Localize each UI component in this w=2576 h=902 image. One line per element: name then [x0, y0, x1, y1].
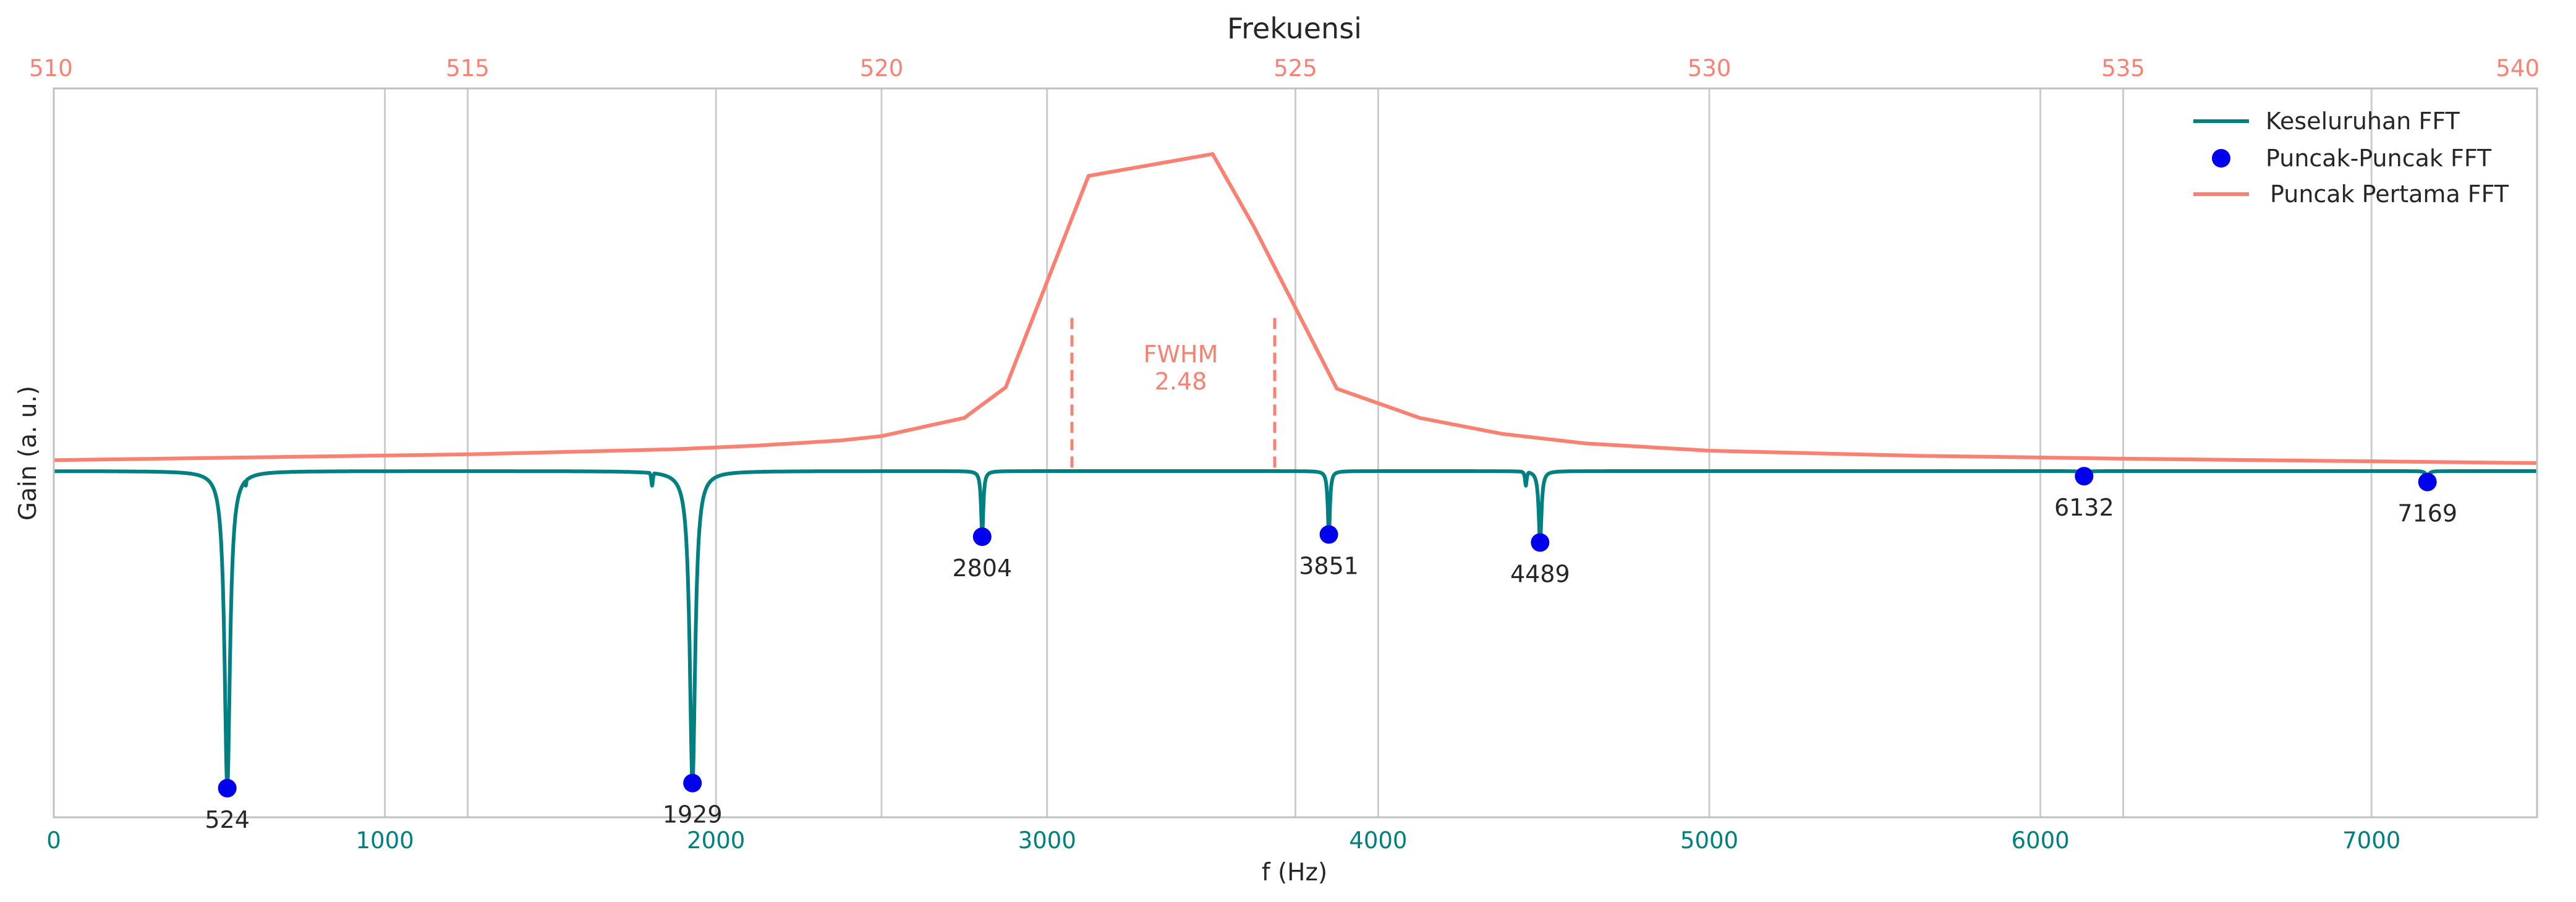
x-tick-label: 1000	[356, 827, 414, 854]
peak-value-label: 2804	[952, 555, 1012, 582]
peak-labels: 524 1929 2804 3851 4489 6132 7169	[205, 494, 2457, 833]
peak-value-label: 6132	[2054, 494, 2114, 521]
legend: Keseluruhan FFT Puncak-Puncak FFT Puncak…	[2193, 108, 2509, 208]
x-tick-label: 6000	[2012, 827, 2070, 854]
x-tick-label: 3000	[1018, 827, 1076, 854]
peak-value-label: 7169	[2397, 500, 2457, 527]
legend-label-peaks: Puncak-Puncak FFT	[2266, 145, 2492, 172]
top-tick-label: 510	[29, 55, 73, 82]
plot-frame	[53, 87, 2538, 819]
series-layer	[52, 152, 2539, 798]
fwhm-label: FWHM	[1144, 341, 1218, 368]
peak-marker	[2075, 467, 2094, 486]
peak-marker	[218, 778, 237, 798]
bottom-axis-ticks: 0 1000 2000 3000 4000 5000 6000 7000	[46, 827, 2400, 854]
x-axis-title: f (Hz)	[1262, 859, 1327, 887]
peak-marker	[683, 773, 702, 793]
top-axis-ticks: 510 515 520 525 530 535 540	[29, 55, 2540, 82]
top-tick-label: 515	[446, 55, 490, 82]
peak-value-label: 4489	[1510, 561, 1570, 588]
top-tick-label: 540	[2496, 55, 2540, 82]
peak-marker	[1531, 533, 1550, 552]
fwhm-value: 2.48	[1155, 368, 1207, 395]
peak-value-label: 524	[205, 806, 250, 833]
top-axis-grid-lines	[53, 88, 2538, 817]
x-tick-label: 0	[46, 827, 61, 854]
fwhm-annotation: FWHM 2.48	[1070, 318, 1277, 471]
grid-lines	[53, 88, 2373, 817]
peak-marker	[972, 527, 992, 547]
first-peak-line	[53, 152, 2538, 465]
top-tick-label: 520	[860, 55, 904, 82]
legend-label-overall: Keseluruhan FFT	[2266, 108, 2460, 135]
top-axis-title: Frekuensi	[1227, 12, 1362, 45]
top-tick-label: 530	[1688, 55, 1732, 82]
peak-marker	[1319, 525, 1338, 544]
legend-label-first-peak: Puncak Pertama FFT	[2270, 181, 2509, 208]
x-tick-label: 4000	[1349, 827, 1407, 854]
peak-value-label: 3851	[1299, 553, 1359, 580]
top-tick-label: 535	[2101, 55, 2145, 82]
top-tick-label: 525	[1273, 55, 1317, 82]
x-tick-label: 2000	[687, 827, 745, 854]
peak-value-label: 1929	[663, 801, 723, 828]
peak-marker	[2418, 472, 2437, 491]
x-tick-label: 7000	[2342, 827, 2400, 854]
y-axis-title: Gain (a. u.)	[14, 386, 42, 521]
x-tick-label: 5000	[1680, 827, 1738, 854]
legend-marker-peaks	[2212, 149, 2230, 168]
